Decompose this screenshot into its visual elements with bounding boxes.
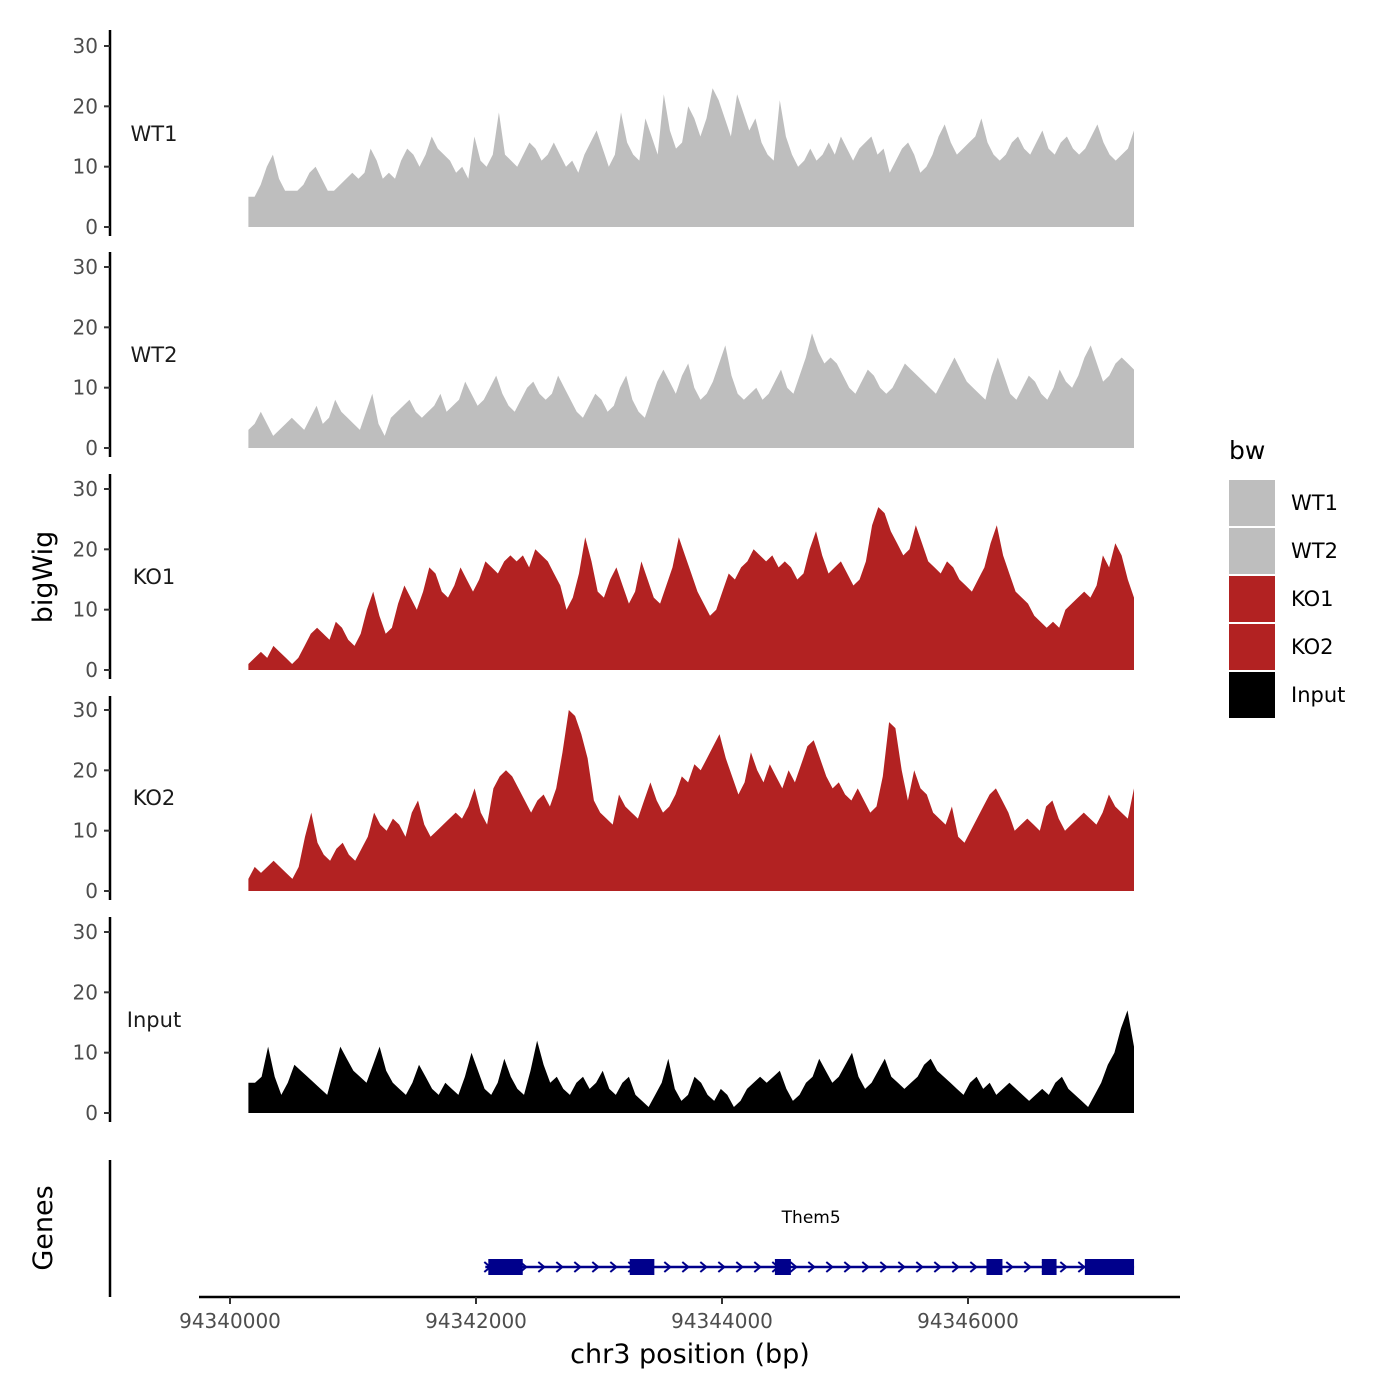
y-tick-label: 30 bbox=[73, 477, 98, 501]
signal-tracks: 0 10 20 30 WT1 0 10 20 30 WT2 0 10 20 30 KO1 0 10 20 30 KO2… bbox=[73, 30, 1134, 1125]
gene-exon bbox=[1041, 1259, 1057, 1275]
x-tick-label: 94342000 bbox=[425, 1309, 527, 1333]
y-tick-label: 20 bbox=[73, 758, 98, 782]
strand-arrow bbox=[555, 1261, 564, 1273]
strand-arrow bbox=[933, 1261, 942, 1273]
y-tick-label: 30 bbox=[73, 255, 98, 279]
legend-label-input: Input bbox=[1291, 683, 1345, 707]
gene-exon bbox=[774, 1259, 791, 1275]
signal-area-ko1 bbox=[248, 507, 1134, 670]
signal-area-wt1 bbox=[248, 88, 1134, 227]
strand-arrow bbox=[609, 1261, 618, 1273]
y-tick-label: 10 bbox=[73, 819, 98, 843]
x-tick-label: 94346000 bbox=[917, 1309, 1019, 1333]
y-tick-label: 0 bbox=[85, 436, 98, 460]
signal-area-ko2 bbox=[248, 710, 1134, 891]
y-tick-label: 20 bbox=[73, 315, 98, 339]
strand-arrow bbox=[573, 1261, 582, 1273]
y-tick-label: 30 bbox=[73, 34, 98, 58]
y-tick-label: 0 bbox=[85, 215, 98, 239]
y-tick-label: 0 bbox=[85, 658, 98, 682]
genes-axis-title: Genes bbox=[28, 1185, 59, 1270]
gene-track: Them5 bbox=[108, 1160, 1135, 1297]
strand-arrow bbox=[681, 1261, 690, 1273]
track-label: WT2 bbox=[131, 343, 178, 367]
strand-arrow bbox=[735, 1261, 744, 1273]
gene-model: Them5 bbox=[483, 1208, 1135, 1275]
strand-arrow bbox=[861, 1261, 870, 1273]
y-axis-title: bigWig bbox=[28, 531, 59, 624]
y-tick-label: 20 bbox=[73, 980, 98, 1004]
gene-exon bbox=[986, 1259, 1003, 1275]
x-tick-label: 94340000 bbox=[179, 1309, 281, 1333]
y-tick-label: 0 bbox=[85, 879, 98, 903]
y-tick-label: 10 bbox=[73, 1041, 98, 1065]
y-tick-label: 30 bbox=[73, 920, 98, 944]
legend-title: bw bbox=[1229, 436, 1265, 465]
legend-swatch-wt1 bbox=[1229, 480, 1275, 526]
strand-arrow bbox=[915, 1261, 924, 1273]
track-label: KO2 bbox=[133, 786, 176, 810]
track-label: WT1 bbox=[131, 122, 178, 146]
legend-swatch-ko1 bbox=[1229, 576, 1275, 622]
gene-exon bbox=[1084, 1259, 1135, 1275]
legend-swatch-input bbox=[1229, 672, 1275, 718]
y-tick-label: 20 bbox=[73, 537, 98, 561]
strand-arrow bbox=[969, 1261, 978, 1273]
strand-arrow bbox=[1005, 1261, 1014, 1273]
strand-arrow bbox=[1023, 1261, 1032, 1273]
strand-arrow bbox=[789, 1261, 798, 1273]
legend-label-ko2: KO2 bbox=[1291, 635, 1334, 659]
y-tick-label: 10 bbox=[73, 376, 98, 400]
gene-exon bbox=[629, 1259, 655, 1275]
strand-arrow bbox=[807, 1261, 816, 1273]
track-label: KO1 bbox=[133, 565, 176, 589]
strand-arrow bbox=[951, 1261, 960, 1273]
legend-label-ko1: KO1 bbox=[1291, 587, 1334, 611]
strand-arrow bbox=[753, 1261, 762, 1273]
gene-label: Them5 bbox=[781, 1208, 841, 1228]
track-ko1: 0 10 20 30 KO1 bbox=[73, 474, 1134, 682]
track-wt1: 0 10 20 30 WT1 bbox=[73, 30, 1134, 239]
x-axis: 94340000 94342000 94344000 94346000 bbox=[179, 1295, 1180, 1333]
signal-area-input bbox=[248, 1010, 1134, 1113]
legend-label-wt2: WT2 bbox=[1291, 539, 1338, 563]
strand-arrow bbox=[897, 1261, 906, 1273]
legend-label-wt1: WT1 bbox=[1291, 491, 1338, 515]
strand-arrow bbox=[1077, 1261, 1086, 1273]
y-tick-label: 20 bbox=[73, 94, 98, 118]
legend: bw WT1 WT2 KO1 KO2 Input bbox=[1229, 436, 1345, 718]
y-tick-label: 10 bbox=[73, 155, 98, 179]
x-axis-title: chr3 position (bp) bbox=[570, 1339, 810, 1370]
x-tick-label: 94344000 bbox=[671, 1309, 773, 1333]
y-tick-label: 0 bbox=[85, 1101, 98, 1125]
y-tick-label: 10 bbox=[73, 598, 98, 622]
strand-arrow bbox=[537, 1261, 546, 1273]
track-input: 0 10 20 30 Input bbox=[73, 917, 1134, 1125]
strand-arrow bbox=[663, 1261, 672, 1273]
strand-arrow bbox=[717, 1261, 726, 1273]
strand-arrow bbox=[591, 1261, 600, 1273]
track-label: Input bbox=[127, 1008, 181, 1032]
strand-arrow bbox=[1059, 1261, 1068, 1273]
strand-arrow bbox=[843, 1261, 852, 1273]
track-wt2: 0 10 20 30 WT2 bbox=[73, 252, 1134, 460]
track-ko2: 0 10 20 30 KO2 bbox=[73, 696, 1134, 903]
y-tick-label: 30 bbox=[73, 698, 98, 722]
signal-area-wt2 bbox=[248, 333, 1134, 448]
strand-arrow bbox=[825, 1261, 834, 1273]
gene-exon bbox=[488, 1259, 523, 1275]
legend-swatch-ko2 bbox=[1229, 624, 1275, 670]
strand-arrow bbox=[699, 1261, 708, 1273]
strand-arrow bbox=[879, 1261, 888, 1273]
legend-swatch-wt2 bbox=[1229, 528, 1275, 574]
